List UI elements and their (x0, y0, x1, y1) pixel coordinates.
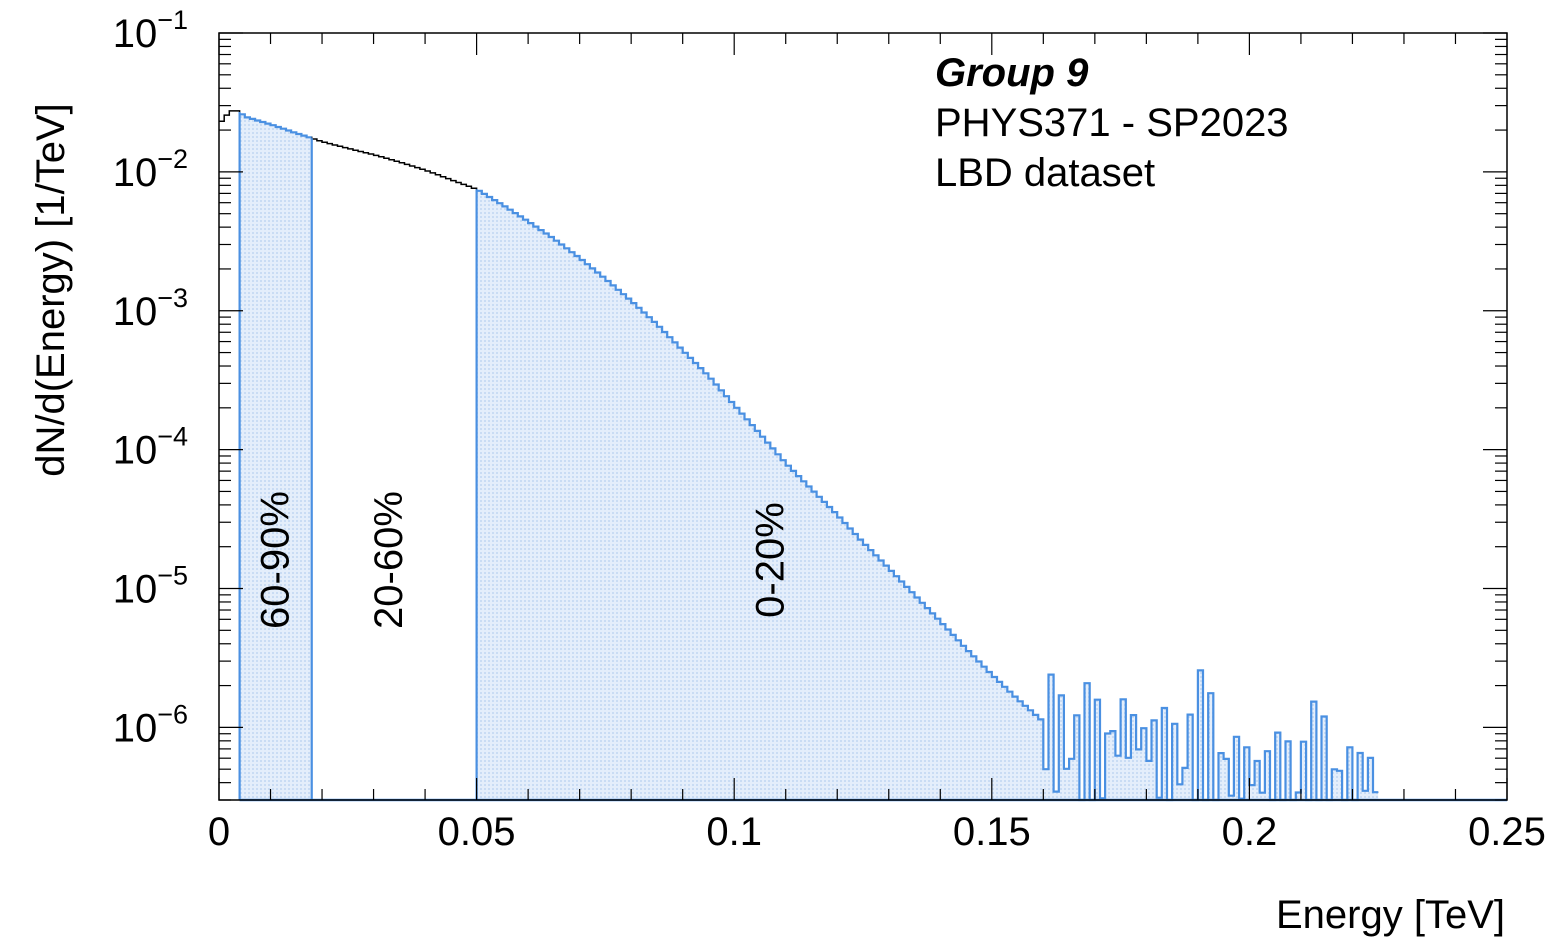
band-outline (239, 113, 312, 139)
y-tick-label: 10−4 (113, 422, 188, 473)
axes-layer: 0 0.05 0.1 0.15 0.2 0.25 10−1 10−2 10−3 10−4 10−5 1… (113, 5, 1546, 854)
x-tick-label: 0.25 (1468, 810, 1546, 854)
y-tick-label: 10−6 (113, 699, 188, 750)
x-tick-label: 0.1 (706, 810, 762, 854)
plot-frame (218, 32, 1508, 801)
plot-layer: 60-90% 20-60% 0-20% (219, 110, 1507, 802)
y-tick-label: 10−5 (113, 561, 188, 612)
annotation-group: Group 9 (935, 51, 1089, 95)
x-tick-label: 0.05 (438, 810, 516, 854)
x-tick-label: 0.2 (1222, 810, 1278, 854)
band-label: 60-90% (254, 491, 298, 629)
y-tick-label: 10−2 (113, 144, 188, 195)
y-axis-title: dN/d(Energy) [1/TeV] (29, 103, 73, 477)
band-label: 20-60% (367, 491, 411, 629)
y-tick-label: 10−3 (113, 283, 188, 334)
band-fill (239, 114, 312, 801)
band-outline (476, 189, 1379, 802)
text-layer: dN/d(Energy) [1/TeV] Energy [TeV] Group … (29, 51, 1505, 937)
x-axis-title: Energy [TeV] (1276, 893, 1505, 937)
y-tick-label: 10−1 (113, 5, 188, 56)
x-tick-label: 0 (208, 810, 230, 854)
x-tick-label: 0.15 (953, 810, 1031, 854)
annotation-course: PHYS371 - SP2023 (935, 101, 1289, 145)
band-fill (476, 190, 1379, 801)
annotation-dataset: LBD dataset (935, 151, 1155, 195)
band-label: 0-20% (748, 502, 792, 618)
